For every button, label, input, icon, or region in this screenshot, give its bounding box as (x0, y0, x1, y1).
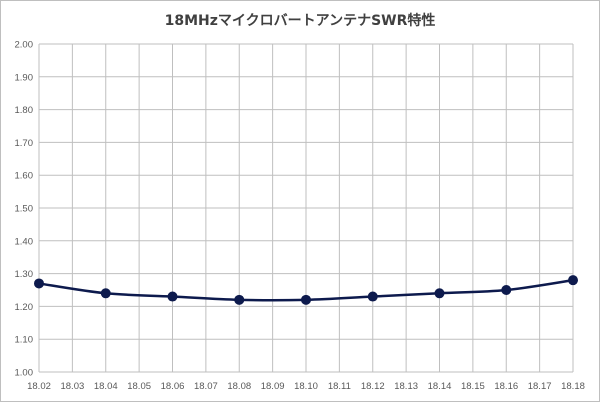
y-tick-label: 1.50 (15, 204, 34, 215)
y-tick-label: 1.70 (15, 138, 34, 149)
data-point (34, 278, 44, 289)
x-tick-label: 18.10 (294, 381, 318, 392)
data-point (234, 294, 245, 305)
data-point (434, 288, 445, 299)
data-point (501, 285, 512, 295)
x-tick-label: 18.03 (60, 381, 84, 392)
x-tick-label: 18.05 (127, 381, 151, 392)
x-tick-label: 18.12 (361, 381, 385, 392)
x-tick-labels: 18.02 18.03 18.04 18.05 18.06 18.07 18.08 18.09… (27, 381, 585, 392)
chart-title: 18MHzマイクロバートアンテナSWR特性 (164, 13, 436, 29)
grid (38, 43, 574, 373)
y-tick-label: 1.60 (15, 171, 34, 182)
x-tick-label: 18.15 (461, 381, 485, 392)
y-tick-label: 1.40 (15, 236, 34, 247)
x-tick-label: 18.16 (494, 381, 518, 392)
x-tick-label: 18.14 (428, 381, 452, 392)
y-tick-label: 2.00 (15, 40, 34, 51)
data-point (167, 291, 178, 302)
x-tick-label: 18.08 (227, 381, 251, 392)
x-tick-label: 18.07 (194, 381, 218, 392)
x-tick-label: 18.06 (161, 381, 185, 392)
x-tick-label: 18.18 (561, 381, 585, 392)
series-layer (34, 275, 578, 305)
y-tick-label: 1.00 (15, 368, 34, 379)
x-tick-label: 18.13 (394, 381, 418, 392)
data-point (367, 291, 378, 302)
y-tick-label: 1.90 (15, 72, 34, 83)
y-tick-label: 1.80 (15, 105, 34, 116)
y-tick-labels: 1.00 1.10 1.20 1.30 1.40 1.50 1.60 1.70 1.80 1.90… (15, 40, 34, 379)
x-tick-label: 18.11 (328, 381, 351, 392)
x-tick-label: 18.09 (261, 381, 285, 392)
x-tick-label: 18.04 (94, 381, 118, 392)
y-tick-label: 1.10 (15, 335, 34, 346)
y-tick-label: 1.30 (15, 269, 34, 280)
data-point (301, 294, 311, 305)
data-point (568, 275, 578, 286)
y-tick-label: 1.20 (15, 302, 34, 313)
x-tick-label: 18.17 (528, 381, 552, 392)
x-tick-label: 18.02 (27, 381, 51, 392)
data-point (100, 288, 111, 299)
